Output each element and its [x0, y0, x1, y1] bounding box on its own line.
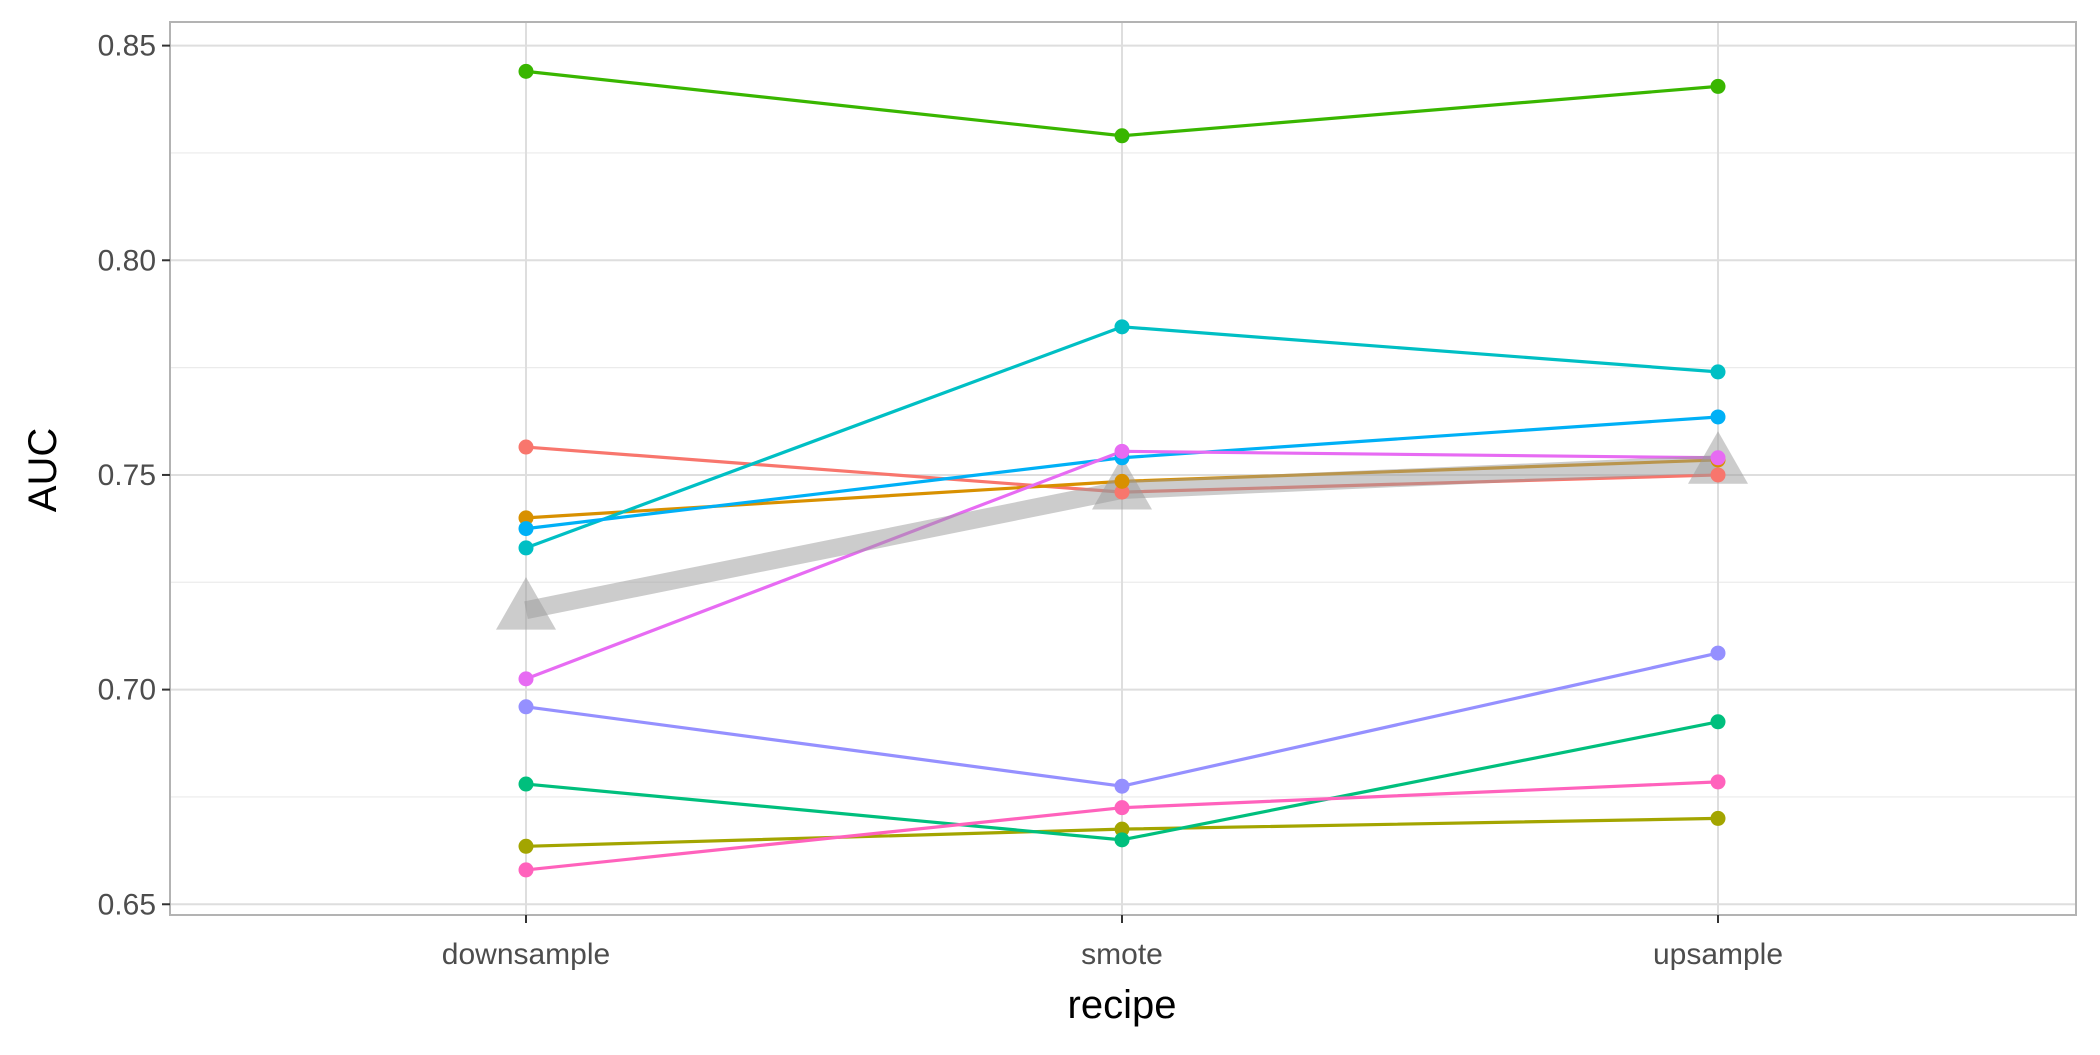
x-tick-label: smote	[1081, 938, 1163, 971]
series-point	[518, 699, 534, 715]
y-tick-label: 0.65	[98, 888, 156, 921]
series-point	[518, 521, 534, 537]
series-point	[1114, 319, 1130, 335]
series-point	[518, 862, 534, 878]
series-point	[1710, 409, 1726, 425]
series-point	[518, 510, 534, 526]
y-tick-label: 0.80	[98, 244, 156, 277]
series-point	[1710, 450, 1726, 466]
series-point	[1710, 78, 1726, 94]
series-point	[1114, 821, 1130, 837]
series-point	[1710, 810, 1726, 826]
series-point	[518, 540, 534, 556]
series-point	[1114, 443, 1130, 459]
series-point	[518, 776, 534, 792]
x-tick-label: downsample	[442, 938, 610, 971]
mean-point	[496, 577, 556, 630]
series-point	[1114, 484, 1130, 500]
series-point	[1114, 778, 1130, 794]
grid-lines	[170, 22, 2076, 915]
series-point	[1114, 832, 1130, 848]
series-point	[1114, 473, 1130, 489]
series-points	[518, 63, 1726, 878]
series-point	[1710, 364, 1726, 380]
y-tick-label: 0.85	[98, 30, 156, 63]
y-tick-label: 0.70	[98, 674, 156, 707]
x-axis-title: recipe	[1068, 983, 1177, 1027]
series-point	[1710, 714, 1726, 730]
series-point	[1710, 467, 1726, 483]
series-point	[518, 671, 534, 687]
x-tick-label: upsample	[1653, 938, 1783, 971]
series-point	[518, 63, 534, 79]
series-point	[518, 838, 534, 854]
series-point	[518, 439, 534, 455]
y-tick-label: 0.75	[98, 459, 156, 492]
series-point	[1710, 774, 1726, 790]
axes: 0.65 0.70 0.75 0.80 0.85 downsample smote upsam…	[98, 30, 1783, 971]
y-axis-title: AUC	[21, 428, 65, 512]
series-point	[1114, 800, 1130, 816]
series-point	[1114, 128, 1130, 144]
series-point	[1710, 645, 1726, 661]
